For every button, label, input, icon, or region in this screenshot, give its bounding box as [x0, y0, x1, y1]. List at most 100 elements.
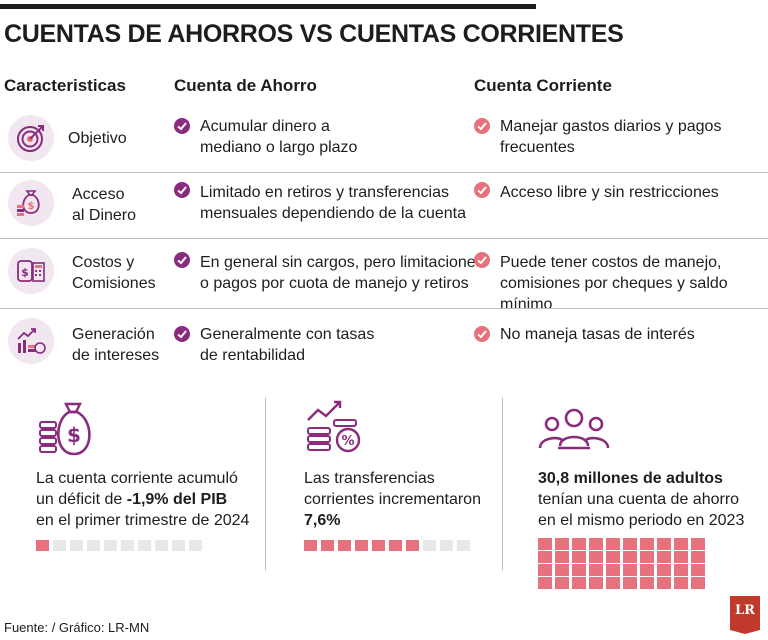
ahorro-line: Generalmente con tasas: [200, 326, 375, 343]
filled-square: [691, 564, 705, 576]
filled-square: [555, 577, 569, 589]
stat-text: La cuenta corriente acumuló un déficit d…: [36, 468, 249, 531]
filled-square: [372, 540, 385, 551]
percent-coins-icon: %: [307, 400, 361, 453]
ahorro-line: mediano o largo plazo: [200, 139, 358, 156]
filled-square: [623, 551, 637, 563]
stat-line: corrientes incrementaron: [304, 491, 481, 508]
calculator-money-icon: $: [8, 248, 54, 294]
svg-text:$: $: [21, 266, 29, 279]
filled-square: [589, 564, 603, 576]
empty-square: [121, 540, 134, 551]
filled-square: [355, 540, 368, 551]
filled-square: [674, 551, 688, 563]
filled-square: [589, 577, 603, 589]
filled-square: [572, 577, 586, 589]
filled-square: [606, 577, 620, 589]
check-icon: [174, 118, 190, 134]
filled-square: [538, 538, 552, 550]
stat-highlight: 7,6%: [304, 512, 341, 529]
filled-square: [640, 551, 654, 563]
money-bag-coins-icon: $: [39, 402, 91, 456]
empty-square: [440, 540, 453, 551]
top-rule: [0, 4, 536, 9]
ahorro-line: Acumular dinero a: [200, 118, 330, 135]
header-caracteristicas: Caracteristicas: [4, 76, 126, 95]
filled-square: [406, 540, 419, 551]
stat-highlight: 30,8 millones de adultos: [538, 470, 723, 487]
empty-square: [138, 540, 151, 551]
check-icon: [174, 252, 190, 268]
filled-square: [640, 577, 654, 589]
filled-square: [674, 564, 688, 576]
people-icon: [538, 408, 610, 450]
filled-square: [589, 551, 603, 563]
stat-text: 30,8 millones de adultos tenían una cuen…: [538, 468, 744, 531]
filled-square: [589, 538, 603, 550]
row-label-line: de intereses: [72, 347, 160, 364]
corriente-cell: No maneja tasas de interés: [500, 324, 695, 345]
row-divider: [0, 172, 768, 173]
filled-square: [657, 538, 671, 550]
stat-line: en el mismo periodo en 2023: [538, 512, 745, 529]
vertical-divider: [265, 398, 266, 570]
stat-line: tenían una cuenta de ahorro: [538, 491, 740, 508]
check-icon: [474, 118, 490, 134]
empty-square: [457, 540, 470, 551]
money-bag-icon: $: [8, 180, 54, 226]
stat-line: en el primer trimestre de 2024: [36, 512, 250, 529]
empty-square: [423, 540, 436, 551]
comparison-row-costos: $ Costos y Comisiones En general sin car…: [0, 242, 768, 313]
filled-square: [606, 564, 620, 576]
corriente-line: Acceso libre y sin restricciones: [500, 184, 719, 201]
stat-line: un déficit de -1,9% del PIB: [36, 489, 249, 510]
stat-line: Las transferencias: [304, 470, 435, 487]
ahorro-line: En general sin cargos, pero limitaciones: [200, 254, 484, 271]
ahorro-cell: Limitado en retiros y transferencias men…: [200, 182, 466, 224]
filled-square: [538, 577, 552, 589]
corriente-line: Manejar gastos diarios y pagos: [500, 118, 722, 135]
check-icon: [474, 252, 490, 268]
filled-square: [623, 577, 637, 589]
filled-square: [538, 551, 552, 563]
ahorro-line: mensuales dependiendo de la cuenta: [200, 205, 466, 222]
check-icon: [174, 182, 190, 198]
target-icon: [8, 115, 54, 161]
filled-square: [338, 540, 351, 551]
comparison-row-intereses: Generación de intereses Generalmente con…: [0, 312, 768, 380]
header-cuenta-ahorro: Cuenta de Ahorro: [174, 76, 317, 95]
empty-square: [70, 540, 83, 551]
filled-square: [572, 551, 586, 563]
ahorro-cell: Generalmente con tasas de rentabilidad: [200, 324, 374, 366]
row-label-line: Generación: [72, 326, 155, 343]
filled-square: [691, 577, 705, 589]
stat-line: 7,6%: [304, 510, 481, 531]
row-label-line: Comisiones: [72, 275, 156, 292]
filled-square: [572, 564, 586, 576]
row-label: Acceso al Dinero: [72, 184, 136, 226]
filled-square: [555, 538, 569, 550]
filled-square: [674, 577, 688, 589]
filled-square: [606, 551, 620, 563]
header-cuenta-corriente: Cuenta Corriente: [474, 76, 612, 95]
filled-square: [691, 538, 705, 550]
filled-square: [389, 540, 402, 551]
filled-square: [36, 540, 49, 551]
filled-square: [640, 538, 654, 550]
check-icon: [474, 182, 490, 198]
comparison-row-objetivo: Objetivo Acumular dinero a mediano o lar…: [0, 108, 768, 176]
filled-square: [572, 538, 586, 550]
empty-square: [172, 540, 185, 551]
row-label-line: al Dinero: [72, 207, 137, 224]
empty-square: [155, 540, 168, 551]
svg-text:$: $: [67, 423, 81, 447]
corriente-cell: Acceso libre y sin restricciones: [500, 182, 719, 203]
filled-square: [623, 538, 637, 550]
row-label: Objetivo: [68, 130, 127, 147]
stat-line-text: un déficit de: [36, 491, 127, 508]
empty-square: [53, 540, 66, 551]
filled-square: [640, 564, 654, 576]
corriente-line: No maneja tasas de interés: [500, 326, 695, 343]
filled-square: [538, 564, 552, 576]
row-label: Costos y Comisiones: [72, 252, 156, 294]
